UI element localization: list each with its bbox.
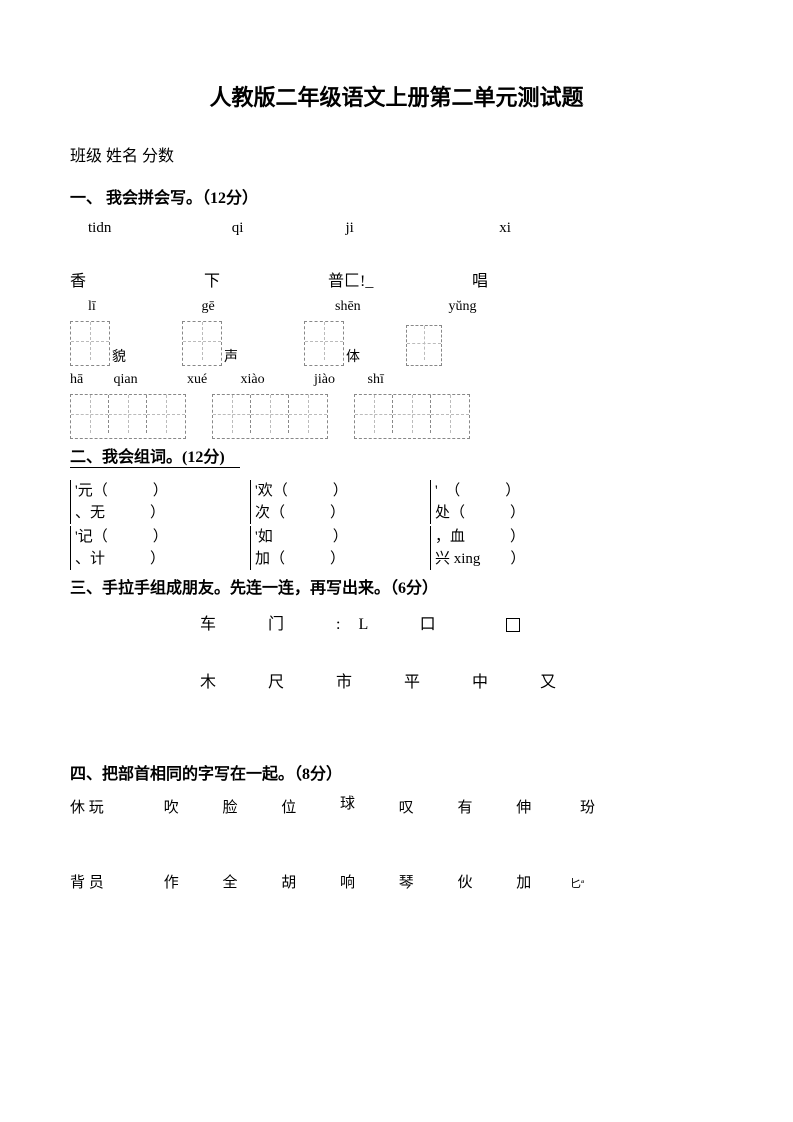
pinyin: shēn (335, 299, 445, 315)
char-row-1: 香 下 普匚!_ 唱 (70, 267, 723, 291)
zuci-item: 兴 xing ） (435, 548, 584, 570)
char: 休 玩 (70, 796, 160, 817)
pinyin-row-3: hā qian xué xiào jiào shī (70, 372, 723, 388)
zuci-cell: '如 ） 加（ ） (250, 526, 430, 570)
zuci-item: 处（ ） (435, 502, 584, 524)
char: 唱 (472, 267, 488, 291)
student-info-line: 班级 姓名 分数 (70, 142, 723, 166)
pinyin-row-2: lī gē shēn yŭng (88, 299, 723, 315)
zuci-row-2: '记（ ） 、计 ） '如 ） 加（ ） ，血 ） 兴 xing ） (70, 526, 723, 570)
zuci-item: '元（ ） (75, 480, 244, 502)
char: 匕ª (570, 875, 584, 891)
char-list-row-2: 背 员 作 全 胡 响 琴 伙 加 匕ª (70, 871, 723, 892)
zuci-cell: '元（ ） 、无 ） (70, 480, 250, 524)
zuci-item: '记（ ） (75, 526, 244, 548)
char: 脸 (223, 796, 278, 817)
pinyin: gē (202, 299, 332, 315)
connect-top-row: 车 门 :L 口 (200, 610, 723, 634)
pinyin: jiào (314, 372, 364, 388)
tianzi-box-3 (70, 394, 186, 439)
zuci-row-1: '元（ ） 、无 ） '欢（ ） 次（ ） ' （ ） 处（ ） (70, 480, 723, 524)
char: 全 (223, 871, 278, 892)
pinyin: yŭng (449, 299, 477, 315)
spacer (70, 692, 723, 750)
connect-chars: 车 门 :L 口 (200, 616, 454, 633)
tianzi-box (70, 321, 110, 366)
connect-bottom-row: 木 尺 市 平 中 又 (200, 668, 723, 692)
char: 叹 (399, 796, 454, 817)
char: 球 (340, 792, 395, 813)
pinyin: lī (88, 299, 198, 315)
zuci-item: ' （ ） (435, 480, 584, 502)
section-2-header: 二、我会组词。(12分) (70, 443, 723, 468)
pinyin: qian (114, 372, 184, 388)
zuci-item: 加（ ） (255, 548, 424, 570)
box-label: 声 (224, 346, 238, 366)
char: 吹 (164, 796, 219, 817)
char: 有 (458, 796, 513, 817)
pinyin: shī (368, 372, 384, 388)
char: 加 (516, 871, 566, 892)
box-label: 貌 (112, 346, 126, 366)
zuci-cell: ，血 ） 兴 xing ） (430, 526, 590, 570)
char: 伸 (516, 796, 576, 817)
zuci-cell: '欢（ ） 次（ ） (250, 480, 430, 524)
page: 人教版二年级语文上册第二单元测试题 班级 姓名 分数 一、 我会拼会写。（12分… (0, 0, 793, 952)
char: 作 (164, 871, 219, 892)
zuci-cell: '记（ ） 、计 ） (70, 526, 250, 570)
small-box-icon (506, 618, 520, 632)
zuci-item: '欢（ ） (255, 480, 424, 502)
pinyin: xué (187, 372, 237, 388)
section-2-title: 二、我会组词。(12分) (70, 443, 240, 468)
char: 伙 (458, 871, 513, 892)
char: 玢 (580, 796, 595, 817)
tianzi-row-1: 貌 声 体 (70, 321, 723, 366)
pinyin: xi (499, 220, 511, 237)
tianzi-box-3 (354, 394, 470, 439)
pinyin: hā (70, 372, 110, 388)
tianzi-box-3 (212, 394, 328, 439)
tianzi-box (182, 321, 222, 366)
section-3-header: 三、手拉手组成朋友。先连一连，再写出来。（6分） (70, 574, 723, 598)
char: 普匚!_ (328, 267, 468, 291)
char: 香 (70, 267, 200, 291)
section-4-header: 四、把部首相同的字写在一起。（8分） (70, 760, 723, 784)
char-list-row-1: 休 玩 吹 脸 位 球 叹 有 伸 玢 (70, 796, 723, 817)
pinyin: xiào (241, 372, 311, 388)
pinyin: tidn (88, 220, 228, 237)
zuci-item: '如 ） (255, 526, 424, 548)
char: 背 员 (70, 871, 160, 892)
section-1-header: 一、 我会拼会写。（12分） (70, 184, 723, 208)
zuci-item: 、无 ） (75, 502, 244, 524)
page-title: 人教版二年级语文上册第二单元测试题 (70, 80, 723, 112)
zuci-item: ，血 ） (435, 526, 584, 548)
char: 胡 (281, 871, 336, 892)
tianzi-box (406, 325, 442, 366)
pinyin-row-1: tidn qi ji xi (88, 220, 723, 237)
char: 位 (281, 796, 336, 817)
tianzi-row-2 (70, 394, 723, 439)
pinyin: ji (346, 220, 496, 237)
box-label: 体 (346, 346, 360, 366)
zuci-cell: ' （ ） 处（ ） (430, 480, 590, 524)
char: 下 (204, 267, 324, 291)
char: 琴 (399, 871, 454, 892)
tianzi-box (304, 321, 344, 366)
char: 响 (340, 871, 395, 892)
pinyin: qi (232, 220, 342, 237)
zuci-item: 、计 ） (75, 548, 244, 570)
zuci-item: 次（ ） (255, 502, 424, 524)
